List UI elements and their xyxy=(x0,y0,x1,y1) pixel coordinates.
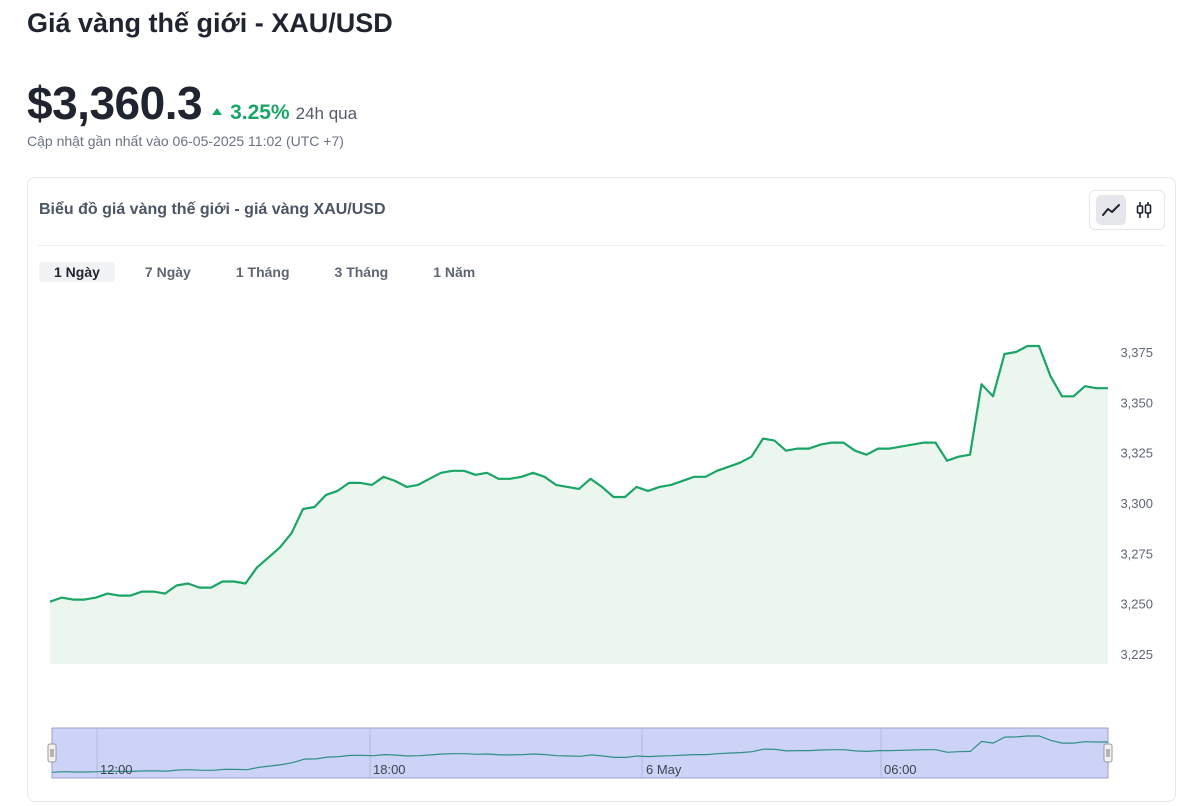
price-change: 3.25% 24h qua xyxy=(212,101,357,125)
price-area xyxy=(50,346,1108,664)
tab-1-month[interactable]: 1 Tháng xyxy=(235,264,290,280)
navigator-x-label: 06:00 xyxy=(884,762,917,777)
navigator-handle-right[interactable] xyxy=(1103,743,1113,763)
y-tick-label: 3,225 xyxy=(1120,647,1153,662)
line-chart-button[interactable] xyxy=(1095,195,1126,225)
y-tick-label: 3,250 xyxy=(1120,597,1153,612)
y-tick-label: 3,325 xyxy=(1120,446,1153,461)
change-period: 24h qua xyxy=(295,104,358,123)
tab-1-day[interactable]: 1 Ngày xyxy=(39,262,115,282)
chart-card-title: Biểu đồ giá vàng thế giới - giá vàng XAU… xyxy=(39,201,386,218)
price-line xyxy=(49,344,1108,603)
navigator-x-label: 18:00 xyxy=(373,762,406,777)
tab-7-days[interactable]: 7 Ngày xyxy=(144,264,191,280)
navigator-x-label: 12:00 xyxy=(100,762,133,777)
y-tick-label: 3,375 xyxy=(1120,345,1153,360)
change-percent: 3.25% xyxy=(230,101,290,124)
y-tick-label: 3,300 xyxy=(1120,496,1153,511)
card-divider xyxy=(38,245,1165,246)
navigator-handle-left[interactable] xyxy=(47,743,57,763)
chart-type-toggle xyxy=(1089,190,1165,230)
tab-3-months[interactable]: 3 Tháng xyxy=(334,264,389,280)
y-tick-label: 3,275 xyxy=(1120,546,1153,561)
line-chart-icon xyxy=(1101,204,1120,216)
navigator-x-label: 6 May xyxy=(646,762,682,777)
candlestick-button[interactable] xyxy=(1129,195,1159,225)
page-title: Giá vàng thế giới - XAU/USD xyxy=(27,8,393,38)
tab-1-year[interactable]: 1 Năm xyxy=(433,264,476,280)
last-updated: Cập nhật gần nhất vào 06-05-2025 11:02 (… xyxy=(27,133,344,149)
range-tabs: 1 Ngày 7 Ngày 1 Tháng 3 Tháng 1 Năm xyxy=(39,262,505,282)
candlestick-icon xyxy=(1136,202,1151,218)
y-tick-label: 3,350 xyxy=(1120,395,1153,410)
price-row: $3,360.3 3.25% 24h qua xyxy=(27,76,357,130)
current-price: $3,360.3 xyxy=(27,77,203,129)
navigator-line xyxy=(51,735,1108,773)
arrow-up-icon xyxy=(212,108,223,115)
